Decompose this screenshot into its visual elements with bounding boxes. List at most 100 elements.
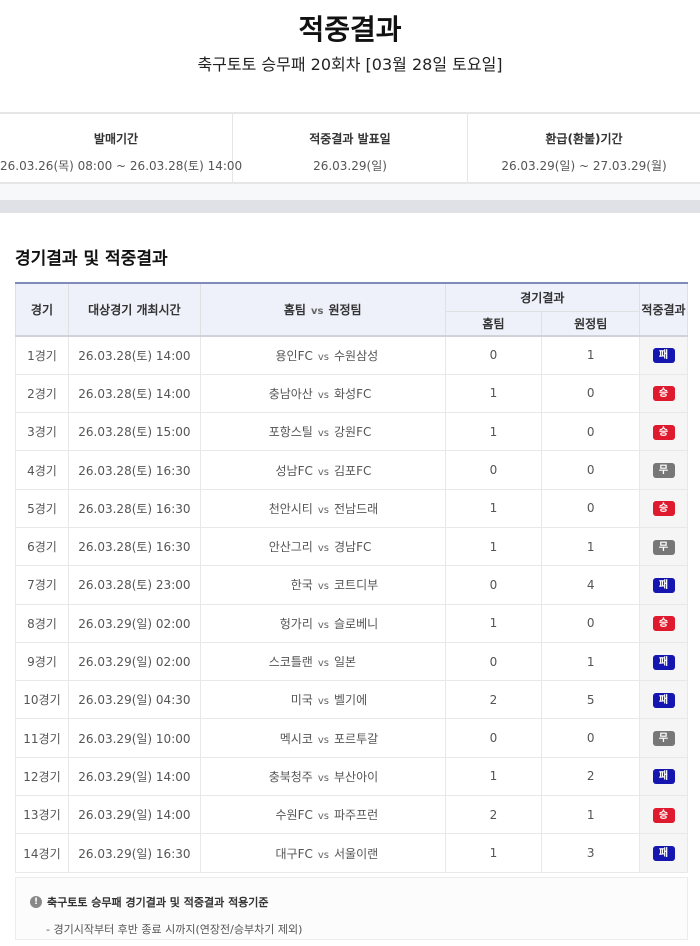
note-body: - 경기시작부터 후반 종료 시까지(연장전/승부차기 제외) xyxy=(46,923,303,936)
sale-period-value: 26.03.26(목) 08:00 ~ 26.03.28(토) 14:00 xyxy=(0,159,243,173)
table-row: 3경기 26.03.28(토) 15:00 포항스틸 vs 강원FC 1 0 승 xyxy=(15,412,688,452)
note-heading: 축구토토 승무패 경기결과 및 적중결과 적용기준 xyxy=(47,896,269,909)
outcome-cell: 승 xyxy=(639,412,688,452)
away-team: 수원삼성 xyxy=(334,348,379,363)
outcome-badge: 무 xyxy=(652,463,675,479)
exclamation-icon: ! xyxy=(30,896,42,908)
home-score: 0 xyxy=(444,450,543,490)
announce-date-label: 적중결과 발표일 xyxy=(309,132,391,146)
schedule-info: 발매기간 26.03.26(목) 08:00 ~ 26.03.28(토) 14:… xyxy=(0,112,700,184)
away-team: 화성FC xyxy=(334,386,372,401)
match-teams: 안산그리 vs 경남FC xyxy=(199,526,446,567)
away-team: 슬로베니 xyxy=(334,616,379,631)
home-team: 스코틀랜 xyxy=(268,655,313,670)
header-outcome: 적중결과 xyxy=(639,282,688,337)
away-score: 4 xyxy=(541,565,641,605)
outcome-cell: 패 xyxy=(639,680,688,720)
home-team: 충북청주 xyxy=(268,769,313,784)
outcome-cell: 승 xyxy=(639,373,688,414)
away-team: 강원FC xyxy=(334,425,372,440)
vs-label: vs xyxy=(317,543,329,555)
table-row: 13경기 26.03.29(일) 14:00 수원FC vs 파주프런 2 1 승 xyxy=(15,795,688,835)
vs-label: vs xyxy=(317,772,329,784)
home-score: 1 xyxy=(444,603,543,643)
away-team: 전남드래 xyxy=(334,501,379,516)
game-number: 6경기 xyxy=(15,526,69,567)
table-row: 5경기 26.03.28(토) 16:30 천안시티 vs 전남드래 1 0 승 xyxy=(15,488,688,528)
home-score: 1 xyxy=(444,756,543,797)
match-time: 26.03.29(일) 14:00 xyxy=(67,756,201,797)
match-time: 26.03.29(일) 16:30 xyxy=(67,833,201,873)
game-number: 8경기 xyxy=(15,603,69,643)
game-number: 2경기 xyxy=(15,373,69,414)
match-teams: 충북청주 vs 부산아이 xyxy=(199,756,446,797)
outcome-cell: 패 xyxy=(639,641,688,682)
away-team: 경남FC xyxy=(334,540,372,555)
table-row: 11경기 26.03.29(일) 10:00 멕시코 vs 포르투갈 0 0 무 xyxy=(15,718,688,758)
vs-label: vs xyxy=(317,734,329,746)
home-score: 1 xyxy=(444,373,543,414)
vs-label: vs xyxy=(317,619,329,631)
game-number: 11경기 xyxy=(15,718,69,758)
match-time: 26.03.28(토) 23:00 xyxy=(67,565,201,605)
home-score: 1 xyxy=(444,412,543,452)
outcome-badge: 승 xyxy=(652,616,675,632)
outcome-cell: 무 xyxy=(639,450,688,490)
match-teams: 수원FC vs 파주프런 xyxy=(199,795,446,835)
away-score: 0 xyxy=(541,412,641,452)
outcome-badge: 승 xyxy=(652,807,675,823)
outcome-cell: 승 xyxy=(639,488,688,528)
divider-band xyxy=(0,200,700,213)
page-title: 적중결과 xyxy=(298,13,402,46)
announce-date-value: 26.03.29(일) xyxy=(313,159,387,173)
table-row: 12경기 26.03.29(일) 14:00 충북청주 vs 부산아이 1 2 패 xyxy=(15,756,688,797)
outcome-cell: 패 xyxy=(639,335,688,375)
match-time: 26.03.29(일) 02:00 xyxy=(67,641,201,682)
table-row: 8경기 26.03.29(일) 02:00 헝가리 vs 슬로베니 1 0 승 xyxy=(15,603,688,643)
home-team: 미국 xyxy=(290,693,313,708)
game-number: 12경기 xyxy=(15,756,69,797)
away-score: 5 xyxy=(541,680,641,720)
home-team: 대구FC xyxy=(275,846,313,861)
table-row: 7경기 26.03.28(토) 23:00 한국 vs 코트디부 0 4 패 xyxy=(15,565,688,605)
match-teams: 충남아산 vs 화성FC xyxy=(199,373,446,414)
game-number: 9경기 xyxy=(15,641,69,682)
home-team: 안산그리 xyxy=(268,540,313,555)
home-score: 1 xyxy=(444,488,543,528)
away-score: 1 xyxy=(541,335,641,375)
match-teams: 용인FC vs 수원삼성 xyxy=(199,335,446,375)
page-subtitle: 축구토토 승무패 20회차 [03월 28일 토요일] xyxy=(197,55,503,74)
table-row: 2경기 26.03.28(토) 14:00 충남아산 vs 화성FC 1 0 승 xyxy=(15,373,688,414)
outcome-badge: 승 xyxy=(652,386,675,402)
home-score: 2 xyxy=(444,680,543,720)
game-number: 7경기 xyxy=(15,565,69,605)
outcome-cell: 승 xyxy=(639,603,688,643)
match-teams: 헝가리 vs 슬로베니 xyxy=(199,603,446,643)
match-teams: 멕시코 vs 포르투갈 xyxy=(199,718,446,758)
match-time: 26.03.29(일) 02:00 xyxy=(67,603,201,643)
sale-period-label: 발매기간 xyxy=(93,132,139,146)
home-score: 0 xyxy=(444,335,543,375)
vs-label: vs xyxy=(317,504,329,516)
outcome-cell: 패 xyxy=(639,833,688,873)
away-score: 0 xyxy=(541,373,641,414)
away-score: 0 xyxy=(541,718,641,758)
header-home-score: 홈팀 xyxy=(444,311,543,337)
match-time: 26.03.28(토) 15:00 xyxy=(67,412,201,452)
header-time: 대상경기 개최시간 xyxy=(67,282,201,337)
match-time: 26.03.28(토) 16:30 xyxy=(67,488,201,528)
outcome-badge: 패 xyxy=(652,846,675,861)
table-row: 4경기 26.03.28(토) 16:30 성남FC vs 김포FC 0 0 무 xyxy=(15,450,688,490)
vs-label: vs xyxy=(317,849,329,861)
header-home-team: 홈팀 xyxy=(283,303,306,317)
vs-label: vs xyxy=(317,351,329,363)
home-score: 1 xyxy=(444,833,543,873)
outcome-cell: 패 xyxy=(639,565,688,605)
away-score: 3 xyxy=(541,833,641,873)
sale-period: 발매기간 26.03.26(목) 08:00 ~ 26.03.28(토) 14:… xyxy=(0,114,243,182)
vs-label: vs xyxy=(317,811,329,823)
outcome-badge: 승 xyxy=(652,424,675,440)
header-vs: vs xyxy=(310,306,324,317)
outcome-cell: 무 xyxy=(639,526,688,567)
section-title: 경기결과 및 적중결과 xyxy=(15,249,168,269)
